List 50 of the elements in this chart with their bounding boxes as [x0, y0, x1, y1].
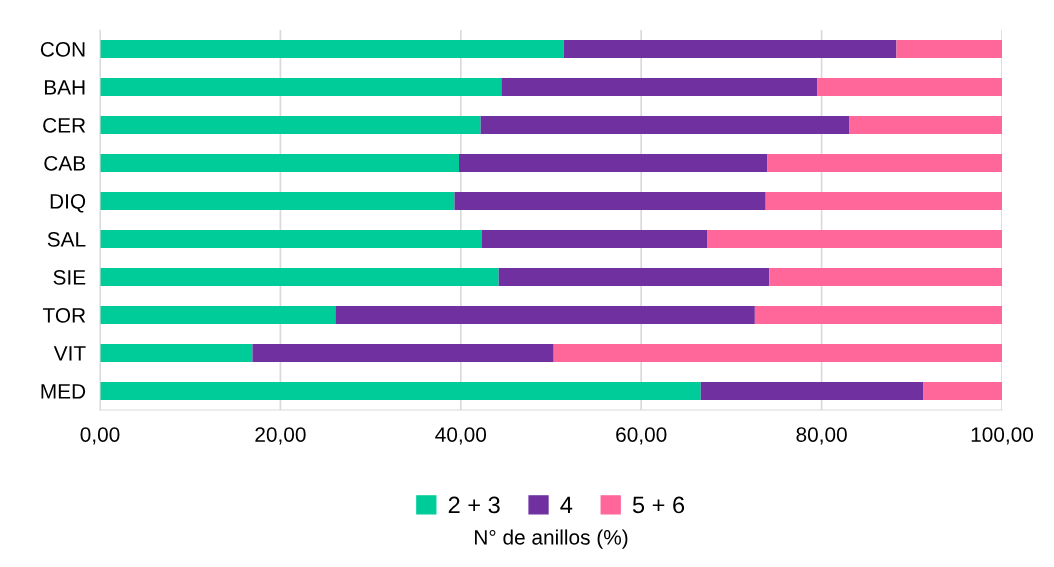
x-tick-label: 100,00 [971, 427, 1034, 445]
bar [100, 343, 253, 363]
legend-label: 4 [560, 496, 573, 514]
y-tick-label: CON [40, 42, 85, 57]
bar [459, 153, 768, 173]
x-axis-title: N° de anillos (%) [475, 529, 628, 549]
bar [896, 39, 1002, 59]
bar [700, 381, 924, 401]
bar [767, 153, 1002, 173]
bar [563, 39, 897, 59]
y-tick-label: CER [43, 118, 86, 133]
y-tick-label: BAH [44, 80, 85, 95]
bar [100, 191, 455, 211]
bar [100, 153, 459, 173]
bar [454, 191, 766, 211]
y-tick-label: SIE [53, 270, 86, 285]
y-tick-label: TOR [42, 308, 86, 323]
bar [765, 191, 1002, 211]
bar [100, 305, 336, 325]
x-tick-label: 80,00 [796, 427, 847, 445]
bar [754, 305, 1002, 325]
bar [100, 39, 564, 59]
bar [849, 115, 1002, 135]
y-tick-label: DIQ [50, 194, 86, 213]
bar [100, 381, 701, 401]
x-tick-label: 0,00 [80, 427, 120, 445]
x-tick-label: 40,00 [435, 427, 487, 445]
x-tick-label: 20,00 [255, 427, 306, 445]
y-tick-label: CAB [44, 156, 86, 171]
bar [100, 267, 499, 287]
bar [501, 77, 818, 97]
bar [480, 115, 850, 135]
bar [817, 77, 1002, 97]
legend-label: 2 + 3 [448, 496, 500, 514]
bar [707, 229, 1002, 249]
bar [923, 381, 1002, 401]
bar [100, 229, 482, 249]
bar [498, 267, 770, 287]
bar [100, 77, 502, 97]
bar [252, 343, 554, 363]
x-tick-label: 60,00 [616, 427, 667, 445]
bar [553, 343, 1002, 363]
legend-label: 5 + 6 [632, 496, 685, 514]
y-tick-label: SAL [47, 232, 86, 247]
bar [481, 229, 708, 249]
y-tick-label: VIT [53, 346, 86, 361]
bar [335, 305, 755, 325]
bar [100, 115, 481, 135]
y-tick-label: MED [41, 384, 86, 399]
bar [769, 267, 1002, 287]
